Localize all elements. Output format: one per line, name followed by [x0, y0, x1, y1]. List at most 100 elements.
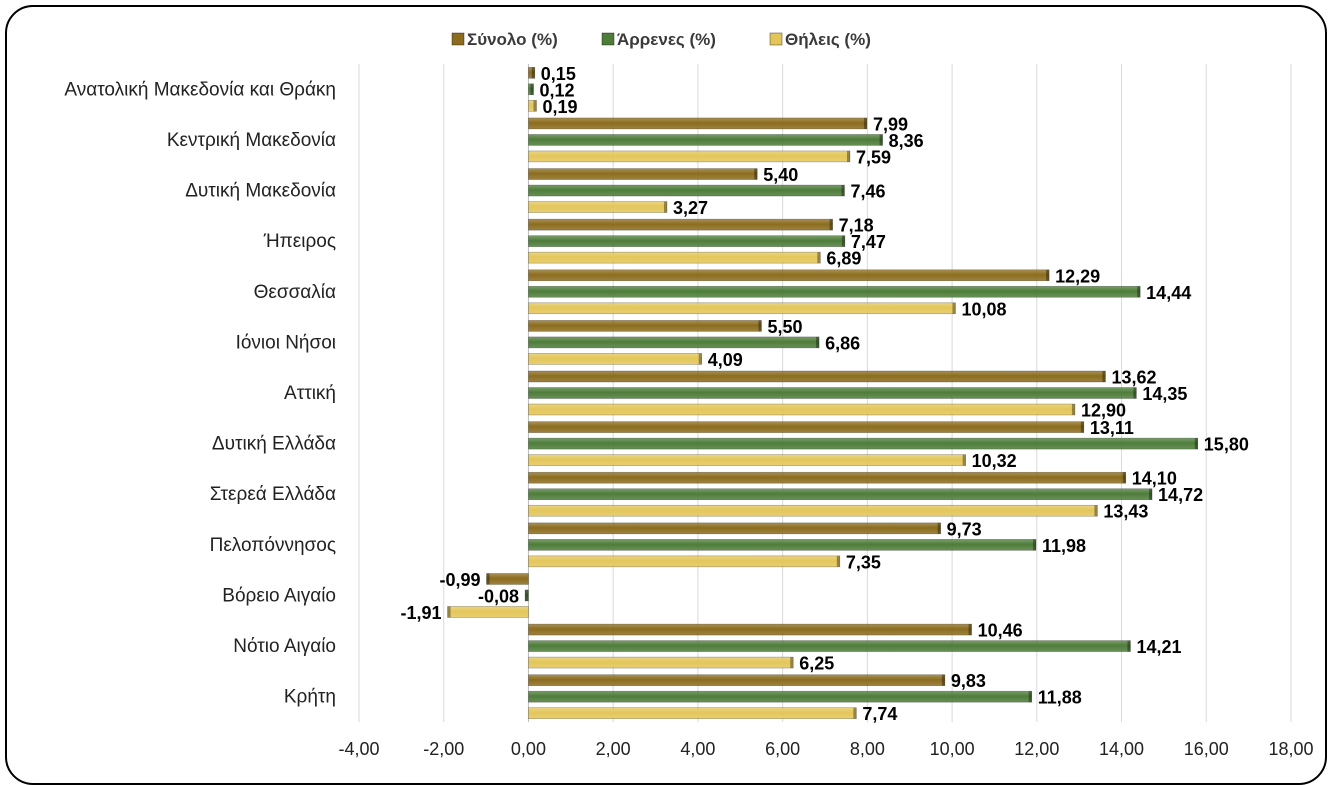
- data-labels: 0,150,120,19 7,998,367,59 5,40 7,46 3,27 7,18…: [401, 64, 1249, 724]
- bar-cap: [1102, 371, 1106, 382]
- bar-cap: [1094, 505, 1098, 517]
- bar: [524, 589, 529, 602]
- bar-chart: 0,150,120,19 7,998,367,59 5,40 7,46 3,27 7,18…: [64, 30, 1313, 759]
- bar: [528, 269, 1050, 282]
- bar: [528, 387, 1137, 399]
- data-label: 6,25: [799, 654, 834, 674]
- data-label: 13,11: [1090, 418, 1134, 438]
- bar-cap: [1194, 438, 1198, 450]
- bar-cap: [968, 624, 972, 636]
- bar-cap: [1046, 269, 1050, 281]
- legend-swatch: [451, 32, 465, 46]
- x-tick-label: 18,00: [1268, 739, 1313, 759]
- bar: [528, 403, 1076, 416]
- bar: [528, 201, 668, 213]
- legend: Σύνολο (%) Άρρενες (%) Θήλεις (%): [451, 30, 871, 49]
- category-label: Κρήτη: [284, 687, 336, 708]
- data-label: 14,10: [1132, 469, 1177, 489]
- data-label: 3,27: [673, 198, 708, 218]
- bar-cap: [1133, 387, 1137, 399]
- bar-cap: [1032, 539, 1036, 551]
- data-label: 7,47: [851, 232, 886, 252]
- data-label: 4,09: [708, 350, 743, 370]
- bar-cap: [1122, 472, 1126, 484]
- legend-swatch: [769, 32, 783, 46]
- bar: [528, 100, 537, 112]
- bar-cap: [846, 150, 850, 162]
- data-label: 9,73: [947, 519, 982, 539]
- bar-cap: [952, 302, 956, 314]
- bar-cap: [754, 168, 758, 180]
- bar: [528, 235, 846, 247]
- bar: [528, 488, 1153, 501]
- data-label: 6,89: [826, 249, 861, 269]
- bar-cap: [663, 201, 667, 213]
- legend-label: Σύνολο (%): [467, 30, 558, 49]
- x-tick-label: 14,00: [1099, 739, 1144, 759]
- x-tick-label: -2,00: [423, 739, 464, 759]
- bar: [528, 336, 820, 349]
- data-label: 11,88: [1038, 688, 1082, 708]
- category-label: Ανατολική Μακεδονία και Θράκη: [64, 79, 336, 100]
- bar: [528, 302, 956, 315]
- bar-cap: [829, 219, 833, 231]
- data-label: 0,12: [540, 80, 575, 100]
- bar-cap: [879, 134, 883, 146]
- bar: [528, 421, 1085, 433]
- bar: [528, 150, 851, 163]
- data-label: 7,74: [862, 704, 897, 724]
- bar: [528, 83, 534, 96]
- data-label: -1,91: [401, 603, 442, 623]
- data-label: 12,29: [1055, 266, 1100, 286]
- category-label: Αττική: [284, 383, 336, 404]
- bar: [528, 184, 845, 197]
- data-label: 12,90: [1081, 401, 1126, 421]
- bar-cap: [447, 606, 451, 618]
- data-label: 10,32: [972, 451, 1017, 471]
- data-label: 14,44: [1146, 283, 1191, 303]
- bar: [528, 674, 946, 686]
- category-label: Πελοπόννησος: [210, 535, 336, 556]
- x-tick-label: 8,00: [850, 739, 885, 759]
- bar: [528, 539, 1037, 551]
- bar: [486, 573, 529, 585]
- bar: [528, 67, 536, 79]
- bar-cap: [941, 674, 945, 686]
- bar: [528, 117, 868, 130]
- data-label: 10,46: [978, 621, 1023, 641]
- bar-cap: [1137, 286, 1141, 298]
- data-label: 0,19: [543, 97, 578, 117]
- bar-cap: [863, 117, 867, 129]
- bar: [528, 690, 1033, 703]
- bar-cap: [841, 185, 845, 197]
- bar: [528, 471, 1127, 484]
- data-label: 14,72: [1158, 485, 1203, 505]
- data-label: 7,46: [850, 182, 885, 202]
- data-label: 14,21: [1136, 637, 1181, 657]
- x-tick-label: -4,00: [338, 739, 379, 759]
- bar: [528, 454, 966, 466]
- bar: [528, 437, 1199, 450]
- category-label: Θεσσαλία: [254, 282, 336, 303]
- bar: [528, 353, 703, 365]
- bar: [528, 320, 762, 332]
- bar-cap: [817, 252, 821, 264]
- data-label: 13,43: [1103, 502, 1148, 522]
- bar-cap: [533, 100, 537, 112]
- bar-cap: [486, 573, 490, 585]
- x-tick-label: 0,00: [511, 739, 546, 759]
- category-label: Βόρειο Αιγαίο: [222, 585, 336, 606]
- bar: [528, 285, 1141, 298]
- bar-cap: [525, 589, 529, 601]
- bar-cap: [698, 353, 702, 365]
- bar-cap: [962, 454, 966, 466]
- data-label: 15,80: [1204, 435, 1249, 455]
- data-label: 7,59: [856, 147, 891, 167]
- data-label: 13,62: [1111, 368, 1156, 388]
- bar: [528, 218, 833, 231]
- bar: [528, 623, 972, 636]
- x-tick-label: 6,00: [765, 739, 800, 759]
- bar: [528, 640, 1131, 652]
- data-label: -0,99: [439, 570, 480, 590]
- data-label: 5,50: [767, 317, 802, 337]
